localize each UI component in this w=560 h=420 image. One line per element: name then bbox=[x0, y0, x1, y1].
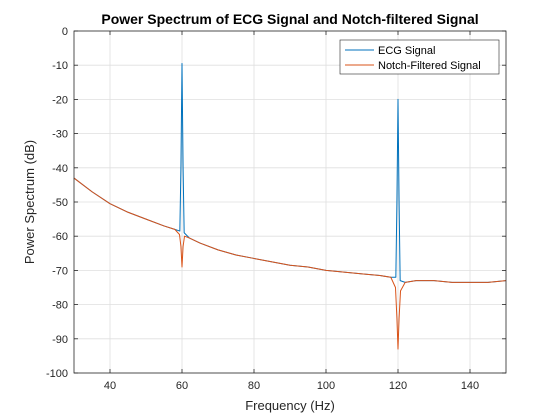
x-tick-label: 80 bbox=[248, 380, 260, 392]
y-tick-label: -60 bbox=[52, 231, 68, 243]
y-tick-label: -40 bbox=[52, 163, 68, 175]
y-tick-label: 0 bbox=[62, 26, 68, 38]
y-tick-label: -70 bbox=[52, 265, 68, 277]
series-line-notch-filtered-signal bbox=[73, 177, 507, 350]
y-tick-label: -10 bbox=[52, 60, 68, 72]
legend-box bbox=[339, 39, 500, 75]
y-tick-label: -100 bbox=[46, 368, 68, 380]
x-tick-label: 40 bbox=[104, 380, 116, 392]
x-tick-label: 120 bbox=[389, 380, 407, 392]
legend-entry-notch-filtered-signal: Notch-Filtered Signal bbox=[378, 60, 481, 72]
y-tick-label: -90 bbox=[52, 334, 68, 346]
y-axis-label: Power Spectrum (dB) bbox=[22, 140, 37, 264]
chart-title: Power Spectrum of ECG Signal and Notch-f… bbox=[101, 11, 478, 27]
x-tick-label: 60 bbox=[176, 380, 188, 392]
y-tick-label: -20 bbox=[52, 94, 68, 106]
series-layer bbox=[73, 62, 507, 350]
legend-entry-ecg-signal: ECG Signal bbox=[378, 45, 435, 57]
y-tick-label: -30 bbox=[52, 129, 68, 141]
y-tick-label: -80 bbox=[52, 300, 68, 312]
legend: ECG Signal Notch-Filtered Signal bbox=[339, 39, 500, 75]
tick-layer: 40 60 80 100 120 140 0 -10 -20 -30 -40 -50 -60 -70 -80… bbox=[46, 26, 506, 392]
y-tick-label: -50 bbox=[52, 197, 68, 209]
x-tick-label: 100 bbox=[317, 380, 335, 392]
x-axis-label: Frequency (Hz) bbox=[245, 398, 335, 413]
x-tick-label: 140 bbox=[461, 380, 479, 392]
